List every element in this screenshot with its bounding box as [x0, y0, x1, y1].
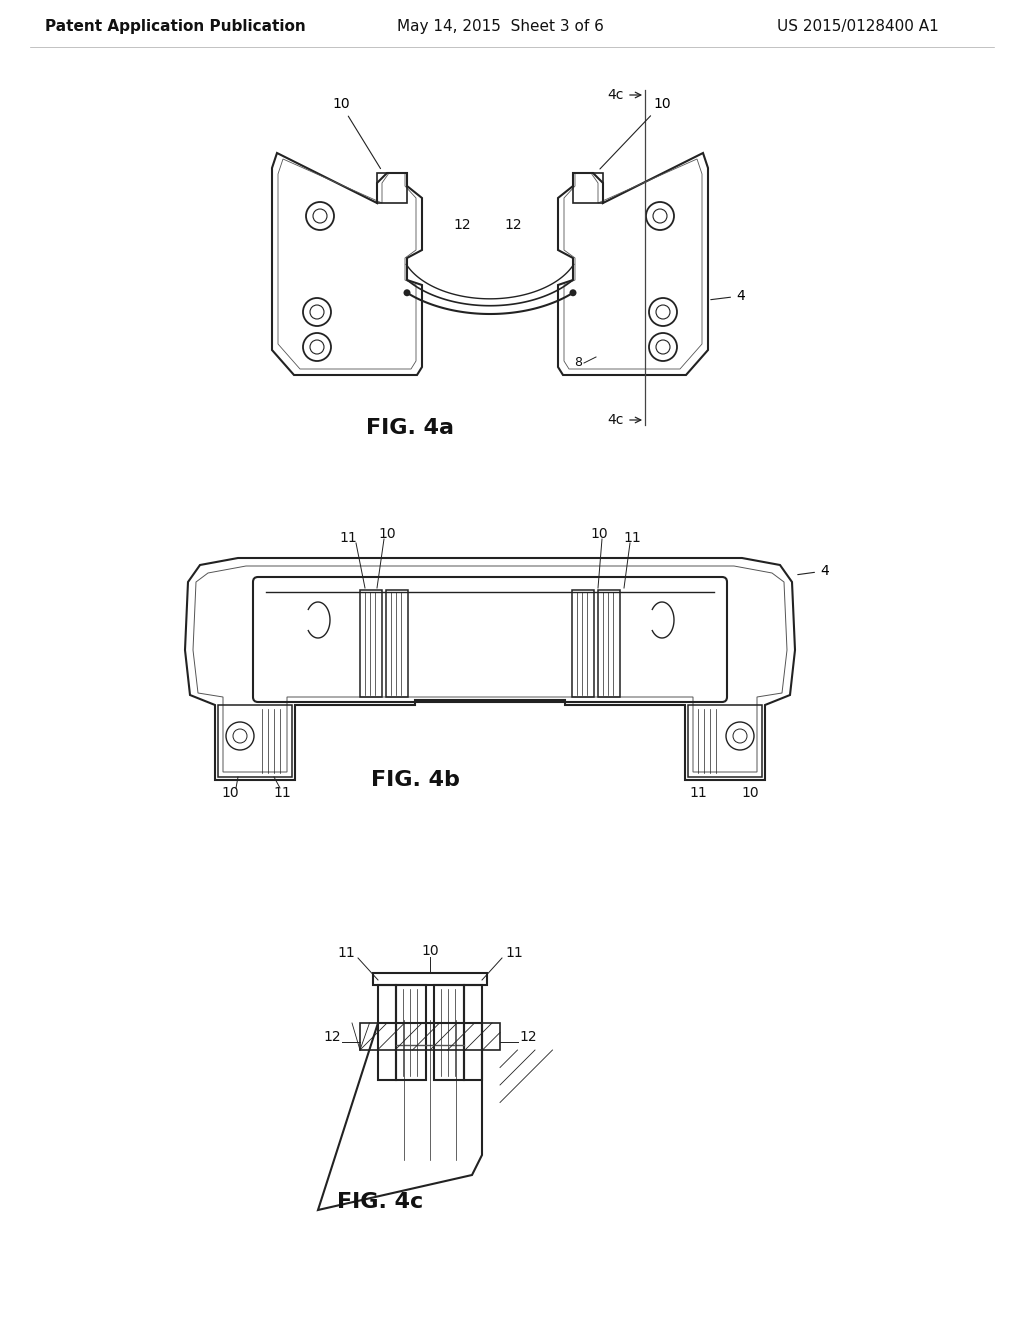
Text: 10: 10 [741, 785, 759, 800]
Text: FIG. 4a: FIG. 4a [366, 418, 454, 438]
Text: US 2015/0128400 A1: US 2015/0128400 A1 [777, 20, 939, 34]
Text: 11: 11 [339, 531, 357, 545]
Text: May 14, 2015  Sheet 3 of 6: May 14, 2015 Sheet 3 of 6 [396, 20, 603, 34]
Text: 10: 10 [600, 96, 671, 169]
Text: 4c: 4c [607, 413, 624, 426]
Text: 10: 10 [421, 944, 439, 958]
Text: 12: 12 [504, 218, 522, 232]
Text: 10: 10 [590, 527, 608, 541]
Text: Patent Application Publication: Patent Application Publication [45, 20, 305, 34]
Text: 10: 10 [332, 96, 381, 169]
Text: 11: 11 [624, 531, 641, 545]
Text: 8: 8 [574, 356, 582, 370]
Text: 4: 4 [798, 564, 828, 578]
Text: 11: 11 [273, 785, 291, 800]
Text: FIG. 4b: FIG. 4b [371, 770, 460, 789]
Text: 4c: 4c [607, 88, 624, 102]
Text: 11: 11 [337, 946, 355, 960]
Text: 10: 10 [221, 785, 239, 800]
Text: 4: 4 [711, 289, 744, 304]
Circle shape [403, 289, 411, 296]
Text: 12: 12 [324, 1030, 341, 1044]
Text: 10: 10 [378, 527, 396, 541]
Text: 12: 12 [519, 1030, 537, 1044]
Text: 12: 12 [454, 218, 471, 232]
Circle shape [569, 289, 577, 296]
Text: FIG. 4c: FIG. 4c [337, 1192, 423, 1212]
Text: 11: 11 [689, 785, 707, 800]
Text: 11: 11 [505, 946, 523, 960]
